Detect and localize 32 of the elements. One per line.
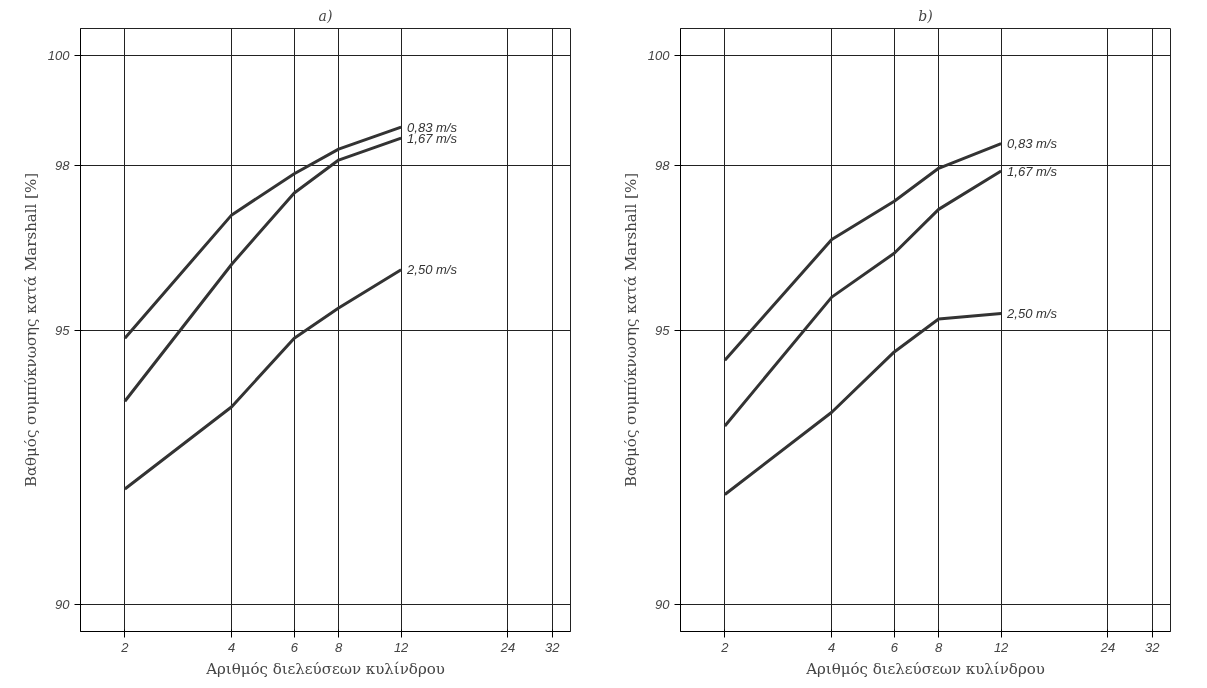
x-tick-label: 12	[993, 639, 1010, 655]
x-tick-label: 12	[393, 639, 410, 655]
chart-title: a)	[318, 7, 333, 24]
y-tick-label: 100	[647, 48, 671, 64]
y-tick-label: 95	[55, 322, 71, 338]
x-tick-label: 32	[545, 639, 561, 655]
y-tick-label: 90	[55, 596, 71, 612]
series-label: 0,83 m/s	[1007, 136, 1058, 152]
x-tick-label: 2	[120, 639, 130, 655]
x-tick-label: 8	[334, 639, 343, 655]
y-axis-title: Βαθμός συμπύκνωσης κατά Marshall [%]	[621, 172, 640, 488]
y-tick-label: 98	[55, 158, 71, 174]
series-label: 2,50 m/s	[1006, 306, 1058, 322]
y-tick-label: 95	[655, 322, 671, 338]
x-tick-label: 32	[1145, 639, 1161, 655]
x-tick-label: 4	[828, 639, 836, 655]
y-tick-label: 100	[47, 48, 71, 64]
x-tick-label: 4	[228, 639, 236, 655]
y-tick-label: 90	[655, 596, 671, 612]
series-label: 2,50 m/s	[406, 262, 458, 278]
x-tick-label: 6	[890, 639, 899, 655]
series-label: 1,67 m/s	[1007, 163, 1058, 179]
y-tick-label: 98	[655, 158, 671, 174]
x-axis-title: Αριθμός διελεύσεων κυλίνδρου	[805, 659, 1045, 678]
chart-title: b)	[918, 7, 933, 24]
x-tick-label: 8	[934, 639, 943, 655]
x-tick-label: 24	[1099, 639, 1116, 655]
x-axis-title: Αριθμός διελεύσεων κυλίνδρου	[205, 659, 445, 678]
y-axis-title: Βαθμός συμπύκνωσης κατά Marshall [%]	[21, 172, 40, 488]
x-tick-label: 2	[720, 639, 730, 655]
x-tick-label: 6	[290, 639, 299, 655]
x-tick-label: 24	[499, 639, 516, 655]
